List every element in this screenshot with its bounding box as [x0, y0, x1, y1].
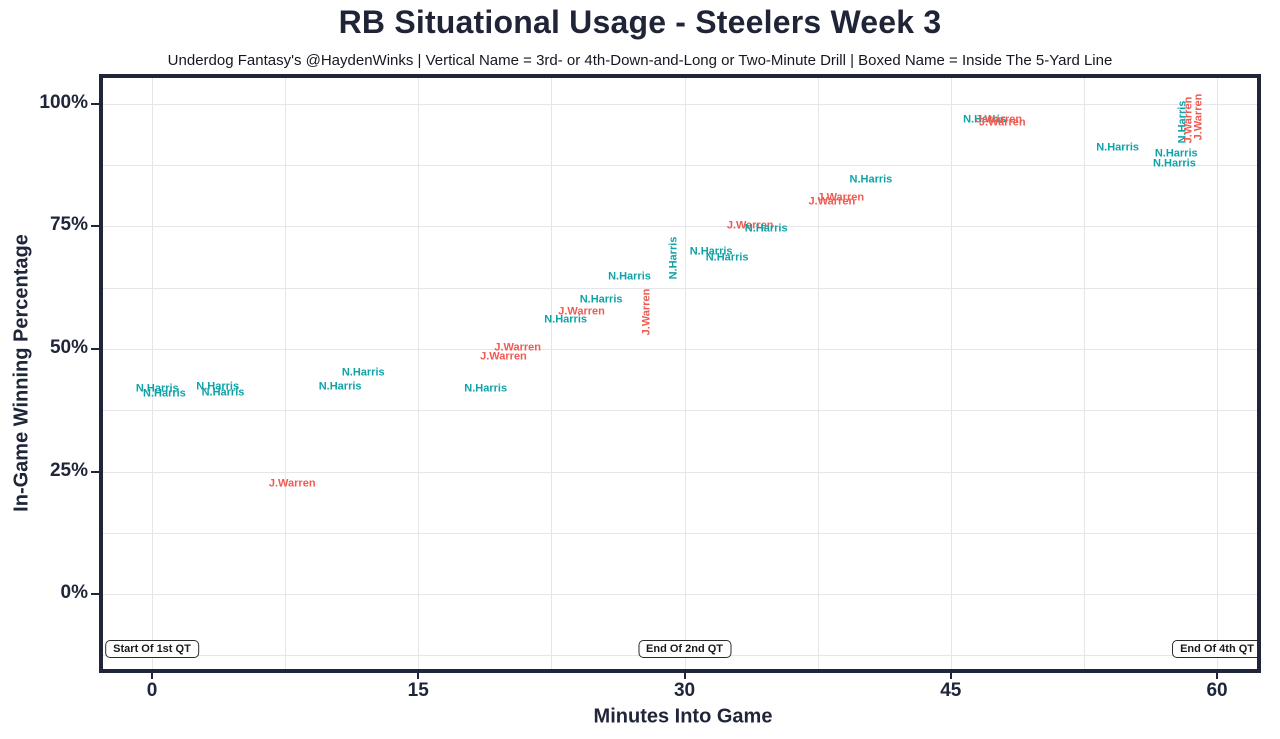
- player-label-warren: J.Warren: [640, 288, 653, 336]
- player-label-harris: N.Harris: [1153, 157, 1196, 170]
- y-tick-mark: [91, 225, 99, 228]
- plot-area: N.Harris N.Harris N.Harris N.Harris N.Harris…: [99, 74, 1261, 673]
- y-tick-mark: [91, 347, 99, 350]
- player-label-harris: N.Harris: [201, 386, 245, 399]
- chart-title: RB Situational Usage - Steelers Week 3: [338, 4, 942, 40]
- player-label-harris: N.Harris: [849, 173, 893, 186]
- quarter-annotation: Start Of 1st QT: [105, 639, 199, 658]
- y-gridline: [103, 594, 1257, 596]
- y-gridline: [103, 165, 1257, 167]
- y-gridline: [103, 348, 1257, 350]
- player-label-harris: N.Harris: [705, 251, 749, 264]
- y-gridline: [103, 410, 1257, 412]
- y-gridline: [103, 103, 1257, 105]
- x-tick-label: 45: [940, 680, 962, 701]
- y-tick-label: 0%: [60, 582, 88, 604]
- y-tick-mark: [91, 470, 99, 473]
- player-label-warren: J.Warren: [480, 350, 527, 363]
- x-gridline: [950, 78, 952, 669]
- player-label-warren: J.Warren: [494, 341, 541, 354]
- player-label-harris: N.Harris: [341, 366, 385, 379]
- x-tick-label: 15: [407, 680, 429, 701]
- y-tick-label: 25%: [49, 459, 88, 481]
- y-tick-label: 75%: [49, 214, 88, 236]
- x-gridline: [1083, 78, 1085, 669]
- x-tick-label: 30: [673, 680, 696, 701]
- player-label-harris: N.Harris: [143, 387, 186, 400]
- player-label-harris: N.Harris: [744, 222, 788, 235]
- player-label-warren: J.Warren: [975, 113, 1023, 126]
- player-label-warren: J.Warren: [978, 116, 1026, 129]
- y-tick-label: 50%: [49, 336, 88, 358]
- player-label-warren: J.Warren: [726, 219, 774, 232]
- x-gridline: [285, 78, 287, 669]
- player-label-harris: N.Harris: [196, 380, 240, 393]
- y-gridline: [103, 532, 1257, 534]
- x-axis-title: Minutes Into Game: [593, 705, 773, 728]
- x-tick-mark: [417, 673, 420, 679]
- x-gridline: [551, 78, 553, 669]
- chart-subtitle: Underdog Fantasy's @HaydenWinks | Vertic…: [167, 52, 1113, 69]
- plot-canvas: N.Harris N.Harris N.Harris N.Harris N.Harris…: [103, 78, 1257, 669]
- player-label-harris: N.Harris: [318, 380, 362, 393]
- y-tick-label: 100%: [39, 91, 88, 113]
- y-tick-mark: [91, 593, 99, 596]
- x-tick-mark: [150, 673, 153, 679]
- player-label-harris: N.Harris: [1096, 141, 1140, 154]
- player-label-warren: J.Warren: [268, 477, 316, 490]
- y-tick-mark: [91, 102, 99, 105]
- player-label-harris: N.Harris: [1154, 147, 1198, 160]
- x-gridline: [151, 78, 153, 669]
- x-tick-label: 60: [1206, 680, 1228, 701]
- x-gridline: [1217, 78, 1219, 669]
- player-label-warren: J.Warren: [1192, 93, 1205, 141]
- x-tick-mark: [949, 673, 952, 679]
- player-label-harris: N.Harris: [608, 270, 651, 283]
- x-tick-label: 0: [146, 680, 158, 701]
- player-label-harris: N.Harris: [667, 236, 680, 280]
- x-tick-mark: [683, 673, 686, 679]
- player-label-harris: N.Harris: [135, 382, 179, 395]
- y-gridline: [103, 471, 1257, 473]
- quarter-annotation: End Of 2nd QT: [638, 639, 732, 658]
- player-label-warren: J.Warren: [808, 195, 856, 208]
- quarter-annotation: End Of 4th QT: [1172, 639, 1257, 658]
- x-tick-mark: [1216, 673, 1219, 679]
- y-axis-title: In-Game Winning Percentage: [10, 234, 33, 512]
- player-label-harris: N.Harris: [544, 313, 587, 326]
- player-label-harris: N.Harris: [579, 293, 623, 306]
- player-label-harris: N.Harris: [963, 113, 1006, 126]
- player-label-warren: J.Warren: [817, 191, 865, 204]
- player-label-harris: N.Harris: [464, 382, 508, 395]
- x-gridline: [418, 78, 420, 669]
- y-gridline: [103, 226, 1257, 228]
- y-gridline: [103, 287, 1257, 289]
- player-label-harris: N.Harris: [689, 245, 733, 258]
- player-label-warren: J.Warren: [558, 305, 605, 318]
- x-gridline: [817, 78, 819, 669]
- x-gridline: [684, 78, 686, 669]
